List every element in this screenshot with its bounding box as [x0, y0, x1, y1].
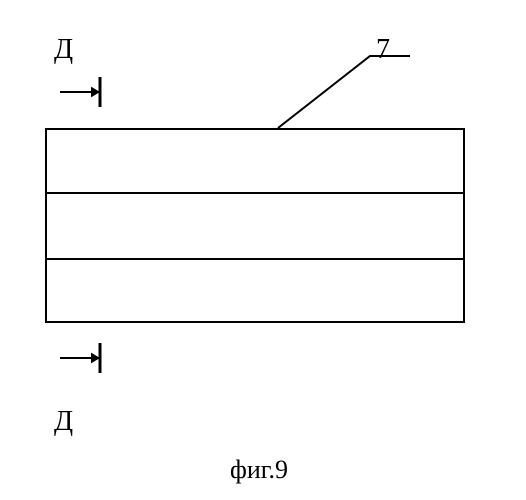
- section-letter-top: Д: [54, 36, 73, 64]
- internal-line-2: [45, 258, 465, 260]
- section-letter-bottom: Д: [54, 408, 73, 436]
- section-arrow-bottom-icon: [58, 341, 106, 375]
- figure-canvas: Д Д 7 фиг.9: [0, 0, 526, 500]
- part-rectangle: [45, 128, 465, 323]
- callout-number: 7: [376, 36, 390, 64]
- figure-caption: фиг.9: [230, 455, 288, 485]
- internal-line-1: [45, 192, 465, 194]
- section-arrow-top-icon: [58, 75, 106, 109]
